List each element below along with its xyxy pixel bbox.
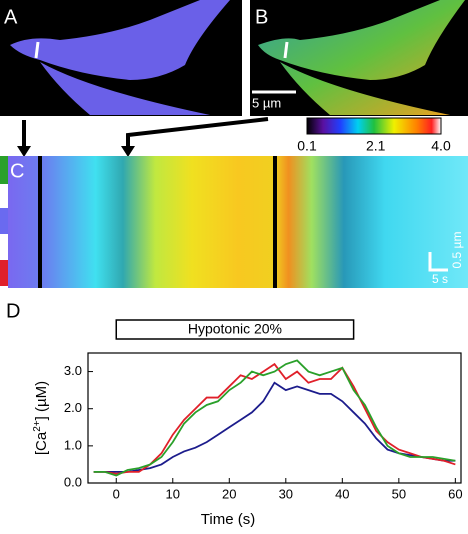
arrow: [126, 117, 269, 150]
plot-frame: [87, 352, 462, 484]
colorbar-tick-label: 0.1: [297, 138, 317, 154]
cell: [10, 0, 230, 115]
series-line: [93, 381, 456, 473]
y-axis-label: [Ca2+] (µM): [32, 381, 50, 455]
roi-color: [0, 208, 8, 234]
colorbar: [306, 117, 442, 135]
label-part: [Ca: [33, 431, 50, 455]
scale-label: 5 s: [432, 272, 448, 286]
panel-label: C: [10, 160, 24, 182]
panel-label: A: [4, 6, 18, 28]
arrow-head: [121, 146, 135, 157]
scale-label: 5 µm: [252, 95, 281, 110]
y-tick-label: 1.0: [64, 437, 82, 452]
stimulus-bar: [115, 319, 355, 340]
panel-label: B: [255, 6, 268, 28]
scale-bar: [428, 252, 448, 272]
series-line: [93, 359, 456, 477]
roi-line: [34, 41, 40, 59]
colorbar-tick-label: 2.1: [366, 138, 386, 154]
kymograph: [8, 156, 468, 288]
arrow-head: [17, 146, 31, 157]
x-tick-label: 40: [335, 486, 349, 501]
roi-color: [0, 156, 8, 184]
y-tick-label: 2.0: [64, 400, 82, 415]
x-tick-label: 30: [279, 486, 293, 501]
y-tick-label: 3.0: [64, 363, 82, 378]
x-axis-label: Time (s): [201, 511, 255, 528]
roi-color: [0, 260, 8, 286]
series-line: [93, 362, 456, 475]
x-tick-label: 20: [222, 486, 236, 501]
roi-line: [283, 41, 289, 59]
x-tick-label: 60: [448, 486, 462, 501]
x-tick-label: 0: [113, 486, 120, 501]
x-tick-label: 50: [392, 486, 406, 501]
cell: [258, 0, 465, 115]
label-part: 2+: [32, 420, 43, 432]
colorbar-tick-label: 4.0: [431, 138, 451, 154]
x-tick-label: 10: [166, 486, 180, 501]
annotation: Hypotonic 20%: [188, 321, 282, 337]
y-tick-label: 0.0: [64, 474, 82, 489]
scale-label: 0.5 µm: [450, 232, 464, 269]
panel-label: D: [6, 300, 20, 322]
label-part: ] (µM): [33, 381, 50, 420]
